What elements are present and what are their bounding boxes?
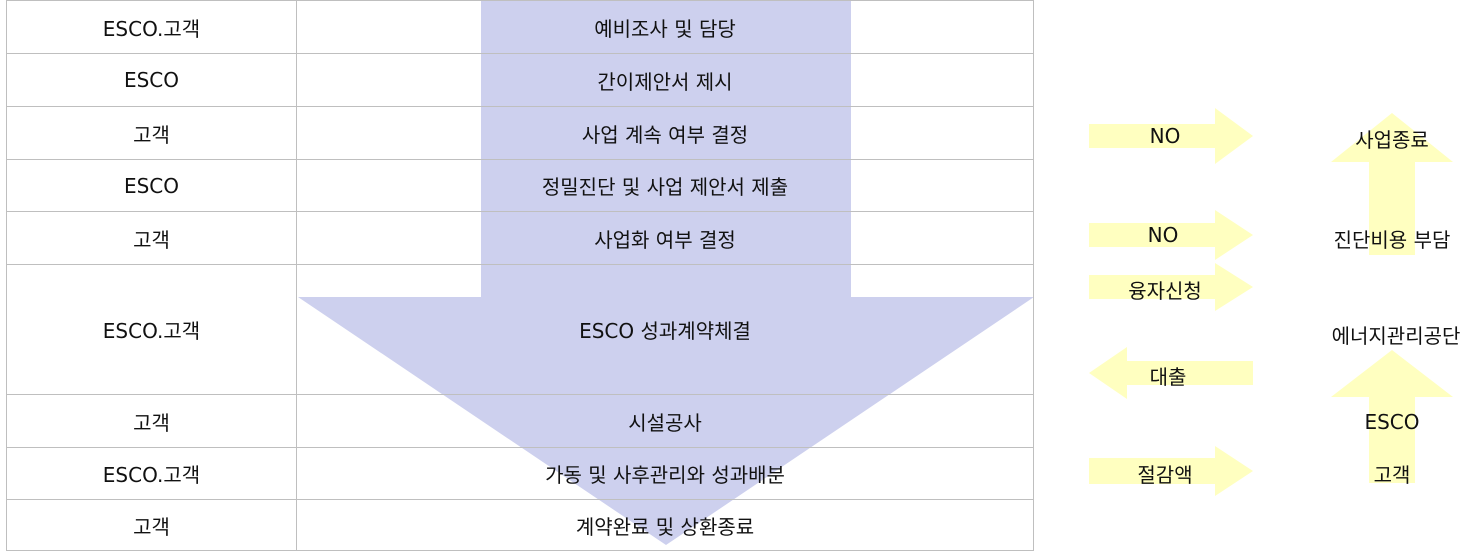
label-project-end: 사업종료 (1355, 128, 1429, 152)
left-arrow-loan (1089, 347, 1253, 399)
right-arrow-no-2 (1089, 210, 1253, 260)
table-row: 고객 사업화 여부 결정 (6, 211, 1034, 265)
process-table: ESCO.고객 예비조사 및 담당 ESCO 간이제안서 제시 고객 사업 계속… (6, 0, 1034, 551)
process-steps: ESCO.고객 예비조사 및 담당 ESCO 간이제안서 제시 고객 사업 계속… (6, 0, 1034, 551)
step-action: 가동 및 사후관리와 성과배분 (296, 447, 1034, 500)
step-action: ESCO 성과계약체결 (296, 264, 1034, 395)
up-arrow-project-end (1331, 113, 1453, 255)
step-action: 정밀진단 및 사업 제안서 제출 (296, 159, 1034, 212)
step-action: 사업화 여부 결정 (296, 211, 1034, 265)
right-arrow-no-1 (1089, 108, 1253, 164)
table-row: ESCO.고객 ESCO 성과계약체결 (6, 264, 1034, 395)
label-agency: 에너지관리공단 (1331, 324, 1461, 348)
label-no-1: NO (1149, 124, 1181, 148)
step-role: ESCO.고객 (6, 0, 297, 54)
step-role: ESCO.고객 (6, 264, 297, 395)
step-role: ESCO (6, 159, 297, 212)
table-row: ESCO.고객 예비조사 및 담당 (6, 0, 1034, 54)
label-loan: 대출 (1149, 365, 1187, 389)
label-no-2: NO (1147, 223, 1179, 247)
step-role: ESCO (6, 53, 297, 107)
label-diagnosis-cost: 진단비용 부담 (1333, 228, 1451, 252)
step-role: ESCO.고객 (6, 447, 297, 500)
table-row: 고객 시설공사 (6, 394, 1034, 448)
table-row: ESCO.고객 가동 및 사후관리와 성과배분 (6, 447, 1034, 500)
step-action: 예비조사 및 담당 (296, 0, 1034, 54)
label-customer: 고객 (1373, 463, 1411, 487)
table-row: ESCO 정밀진단 및 사업 제안서 제출 (6, 159, 1034, 212)
table-row: 고객 계약완료 및 상환종료 (6, 499, 1034, 551)
right-arrow-savings (1089, 446, 1253, 496)
label-savings: 절감액 (1137, 463, 1193, 487)
up-arrow-agency (1331, 350, 1453, 483)
table-row: 고객 사업 계속 여부 결정 (6, 106, 1034, 160)
label-loan-apply: 융자신청 (1128, 279, 1202, 303)
step-action: 계약완료 및 상환종료 (296, 499, 1034, 551)
right-arrow-loan-apply (1089, 263, 1253, 311)
label-esco: ESCO (1364, 410, 1420, 434)
step-role: 고객 (6, 106, 297, 160)
